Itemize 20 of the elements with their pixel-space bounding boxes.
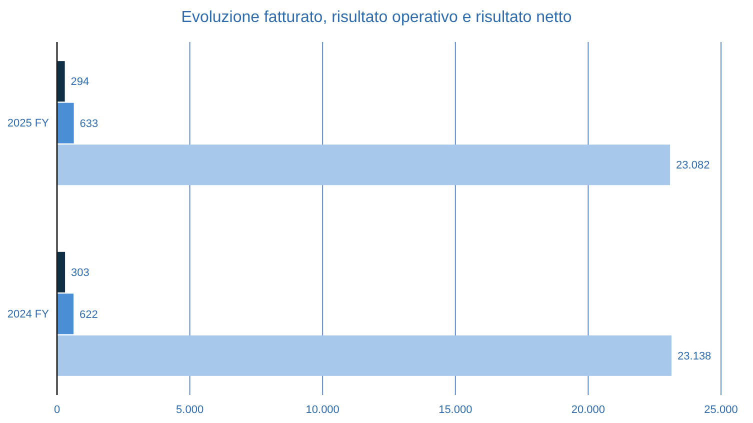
x-tick-label: 10.000 <box>306 404 340 416</box>
x-tick-label: 25.000 <box>704 404 738 416</box>
bar <box>57 61 65 102</box>
x-tick-label: 5.000 <box>176 404 204 416</box>
data-label: 294 <box>70 76 90 88</box>
chart-title: Evoluzione fatturato, risultato operativo e risultato netto <box>181 9 572 26</box>
data-label: 23.138 <box>678 350 712 363</box>
x-tick-label: 15.000 <box>438 404 472 416</box>
bar <box>57 294 74 334</box>
x-tick-label: 0 <box>54 404 60 416</box>
data-label: 622 <box>80 308 98 321</box>
data-label: 23.082 <box>676 160 710 172</box>
y-tick-label: 2024 FY <box>7 308 50 320</box>
data-label: 303 <box>71 266 90 279</box>
y-tick-label: 2025 FY <box>7 118 50 130</box>
bar <box>57 335 672 376</box>
bar <box>57 144 670 186</box>
data-label: 633 <box>80 118 98 130</box>
x-tick-label: 20.000 <box>571 404 606 416</box>
bar <box>57 102 74 144</box>
